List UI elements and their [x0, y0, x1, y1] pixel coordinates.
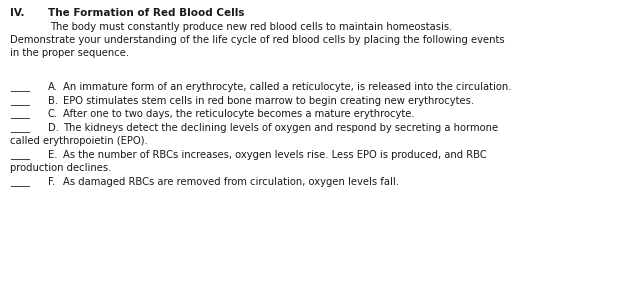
Text: The kidneys detect the declining levels of oxygen and respond by secreting a hor: The kidneys detect the declining levels … [63, 123, 498, 133]
Text: ____: ____ [10, 96, 30, 106]
Text: An immature form of an erythrocyte, called a reticulocyte, is released into the : An immature form of an erythrocyte, call… [63, 82, 512, 92]
Text: As the number of RBCs increases, oxygen levels rise. Less EPO is produced, and R: As the number of RBCs increases, oxygen … [63, 150, 487, 160]
Text: A.: A. [48, 82, 58, 92]
Text: in the proper sequence.: in the proper sequence. [10, 48, 129, 59]
Text: Demonstrate your understanding of the life cycle of red blood cells by placing t: Demonstrate your understanding of the li… [10, 35, 505, 45]
Text: E.: E. [48, 150, 58, 160]
Text: After one to two days, the reticulocyte becomes a mature erythrocyte.: After one to two days, the reticulocyte … [63, 109, 415, 119]
Text: ____: ____ [10, 177, 30, 187]
Text: The Formation of Red Blood Cells: The Formation of Red Blood Cells [48, 8, 245, 18]
Text: IV.: IV. [10, 8, 24, 18]
Text: ____: ____ [10, 150, 30, 160]
Text: F.: F. [48, 177, 55, 187]
Text: ____: ____ [10, 123, 30, 133]
Text: D.: D. [48, 123, 59, 133]
Text: As damaged RBCs are removed from circulation, oxygen levels fall.: As damaged RBCs are removed from circula… [63, 177, 399, 187]
Text: ____: ____ [10, 109, 30, 119]
Text: called erythropoietin (EPO).: called erythropoietin (EPO). [10, 136, 148, 146]
Text: ____: ____ [10, 82, 30, 92]
Text: EPO stimulates stem cells in red bone marrow to begin creating new erythrocytes.: EPO stimulates stem cells in red bone ma… [63, 96, 474, 106]
Text: production declines.: production declines. [10, 163, 111, 173]
Text: The body must constantly produce new red blood cells to maintain homeostasis.: The body must constantly produce new red… [50, 21, 452, 31]
Text: B.: B. [48, 96, 58, 106]
Text: C.: C. [48, 109, 58, 119]
